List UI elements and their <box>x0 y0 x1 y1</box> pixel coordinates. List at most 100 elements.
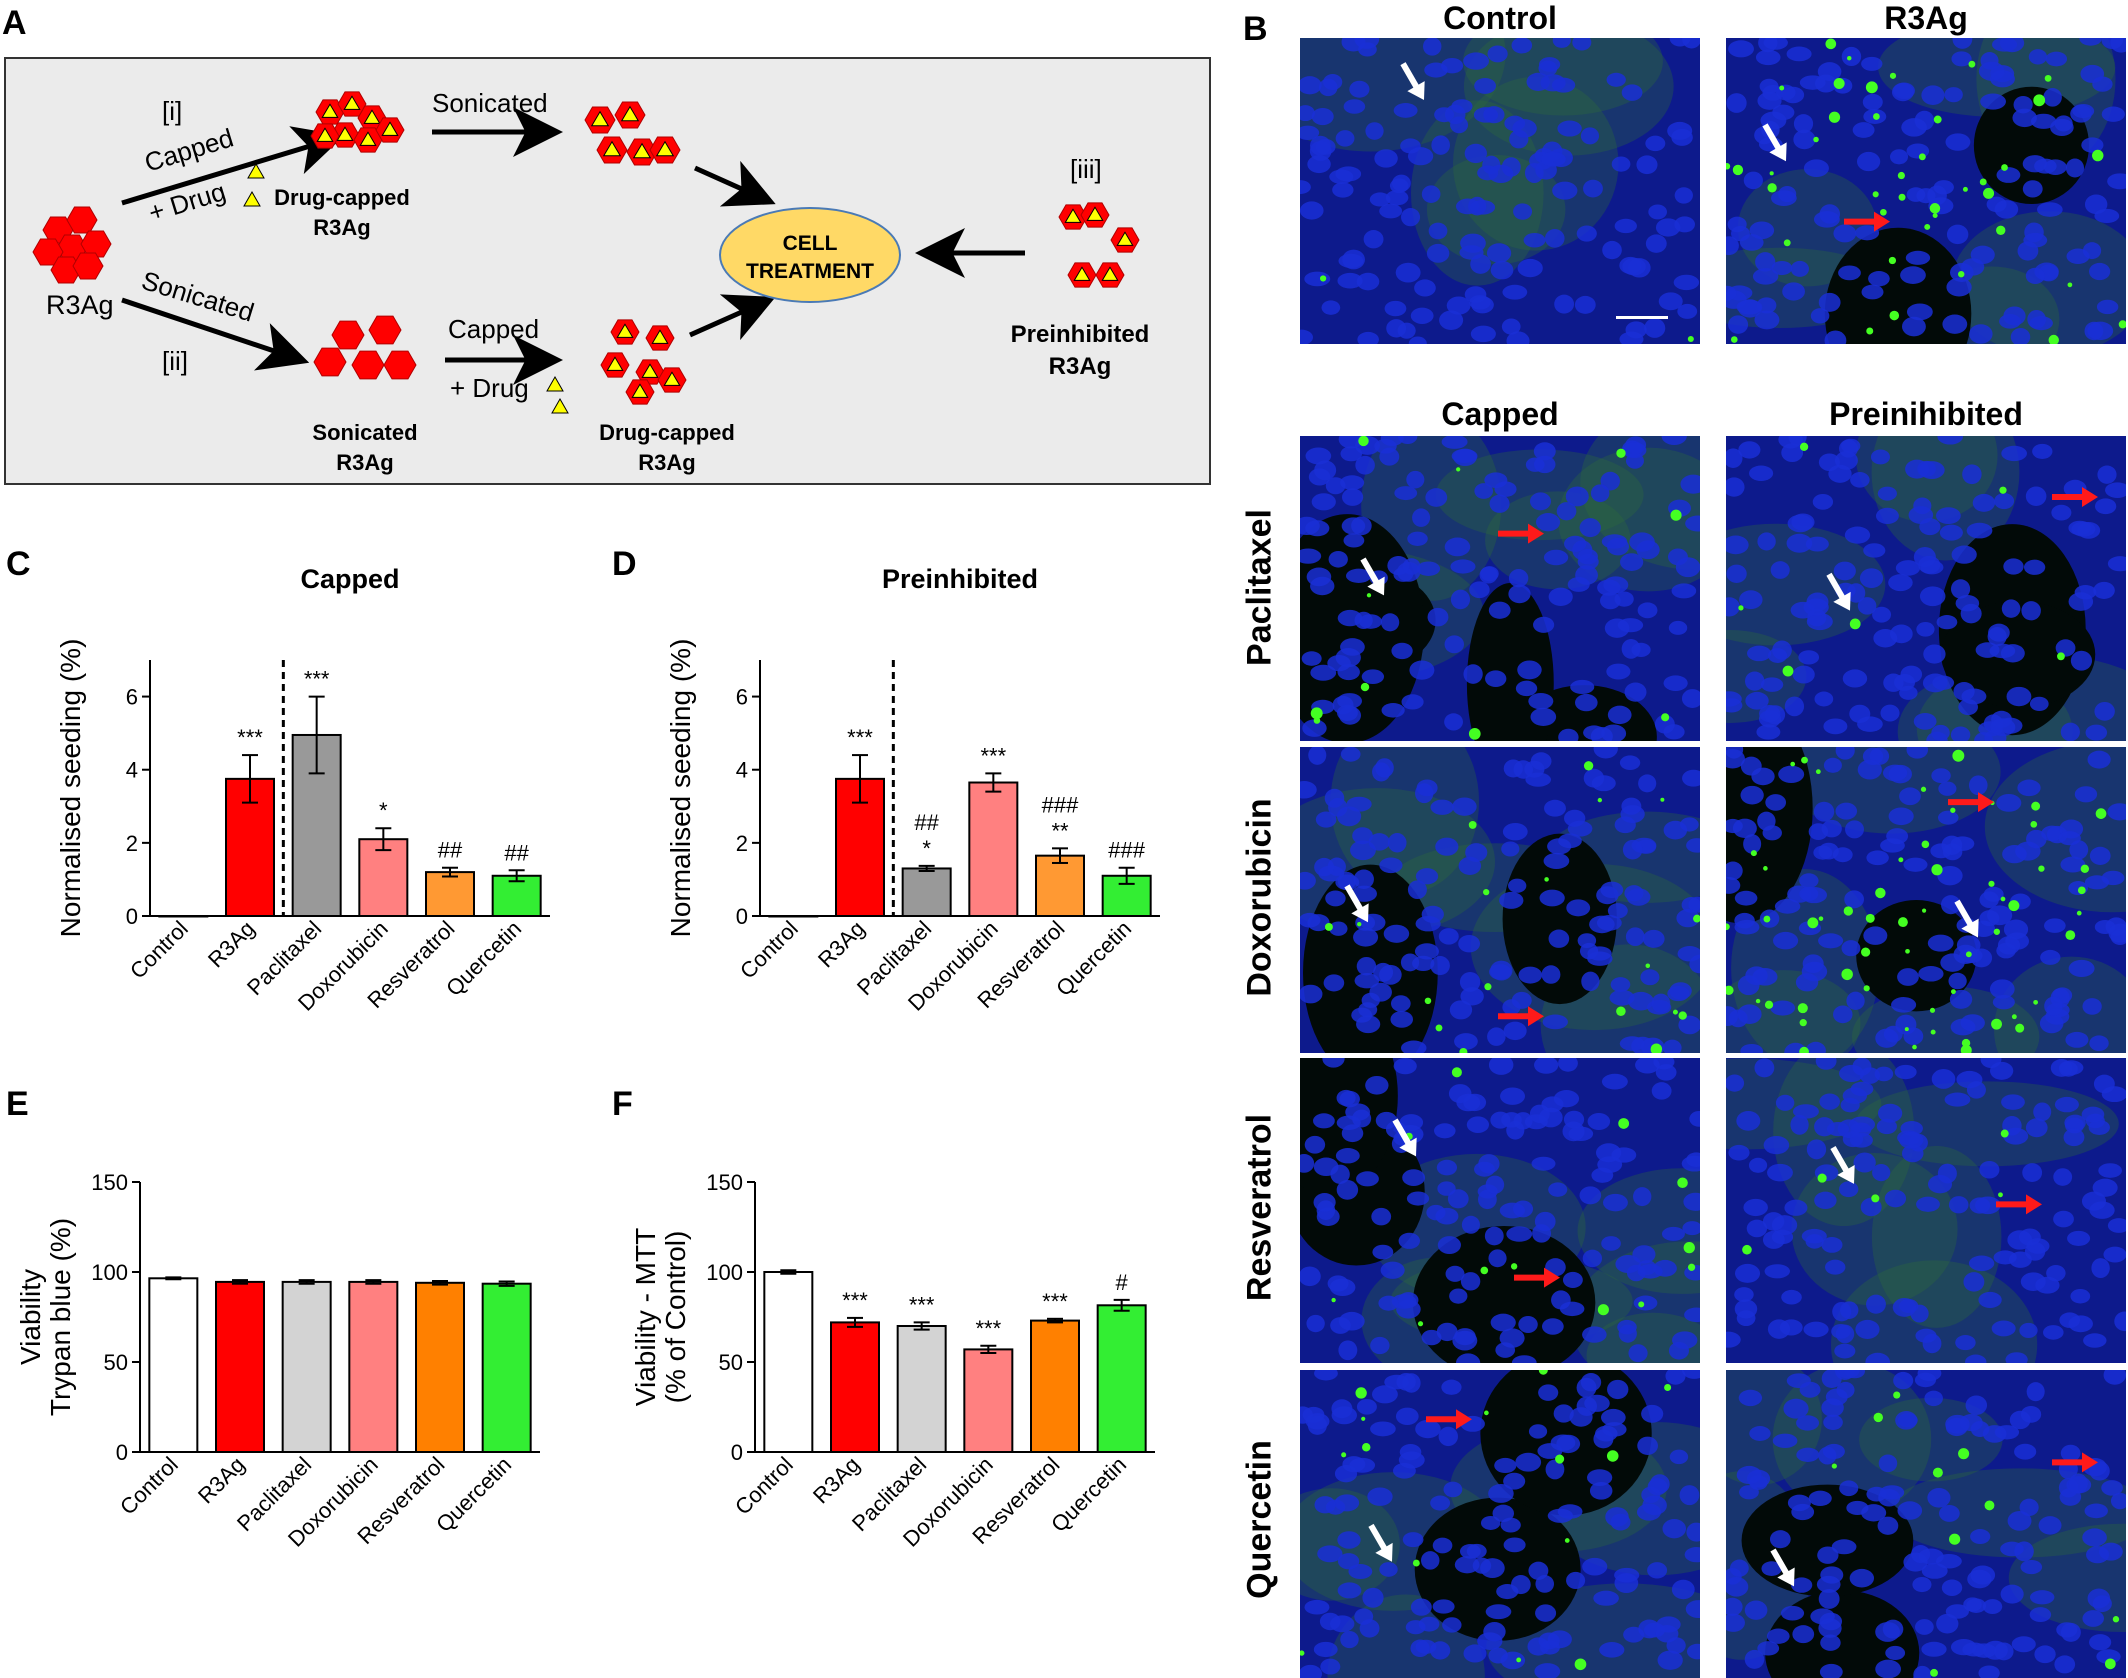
nucleus <box>1897 1501 1923 1520</box>
nucleus <box>2003 919 2029 940</box>
nucleus <box>1734 1299 1758 1319</box>
nucleus <box>2014 1541 2034 1562</box>
nucleus <box>1791 513 1815 531</box>
micrograph-preinhibited-doxorubicin <box>1726 747 2126 1053</box>
nucleus <box>2085 724 2108 741</box>
sonicated-r3ag-line1: Sonicated <box>312 420 417 445</box>
nucleus <box>1726 285 1737 301</box>
drug-triangle <box>1101 266 1119 281</box>
nucleus <box>1300 329 1313 344</box>
nucleus <box>1489 494 1510 513</box>
green-puncta <box>1847 55 1852 61</box>
nucleus <box>1734 1287 1754 1302</box>
bottom-to-treatment-arrow <box>688 294 776 341</box>
nucleus <box>1801 961 1828 982</box>
nucleus <box>1329 921 1348 936</box>
nucleus <box>1671 1579 1695 1600</box>
nucleus <box>1300 125 1320 140</box>
cell-treatment-line1: CELL <box>783 232 838 255</box>
nucleus <box>1331 1399 1353 1419</box>
green-puncta <box>1357 922 1362 927</box>
nucleus <box>1372 762 1391 782</box>
nucleus <box>1327 654 1351 672</box>
nucleus <box>1426 1204 1446 1221</box>
nucleus <box>1631 642 1651 658</box>
nucleus <box>1790 260 1809 277</box>
nucleus <box>1914 110 1935 131</box>
nucleus <box>1576 1377 1597 1398</box>
nucleus <box>1994 200 2019 219</box>
white-arrow-icon <box>1392 1118 1417 1157</box>
nucleus <box>1814 691 1834 707</box>
y-tick-label: 50 <box>104 1350 128 1375</box>
nucleus <box>2054 1655 2076 1674</box>
nucleus <box>1748 1157 1768 1173</box>
drug-triangle <box>1086 206 1104 221</box>
micrograph-capped-resveratrol <box>1300 1058 1700 1363</box>
nucleus <box>1370 1336 1390 1355</box>
nucleus <box>1389 178 1409 194</box>
significance-mark: ** <box>1051 818 1069 843</box>
nucleus <box>1880 704 1900 722</box>
white-arrow-head <box>1367 576 1385 596</box>
nucleus <box>1537 1443 1563 1459</box>
nucleus <box>2044 918 2066 933</box>
nucleus <box>1554 294 1575 314</box>
nucleus <box>1790 1114 1809 1135</box>
green-puncta <box>1983 187 1995 199</box>
nucleus <box>1861 284 1884 300</box>
nucleus <box>1918 965 1944 982</box>
bar-doxorubicin <box>348 1280 399 1453</box>
nucleus <box>1506 1226 1533 1242</box>
green-puncta <box>1726 923 1730 931</box>
green-puncta <box>1618 1118 1630 1129</box>
nucleus <box>1500 1087 1526 1105</box>
nucleus <box>1818 1446 1837 1465</box>
green-puncta <box>1930 1029 1936 1035</box>
nucleus <box>1499 891 1524 909</box>
nucleus <box>2079 38 2102 46</box>
nucleus <box>1655 1625 1679 1643</box>
nucleus <box>1891 997 1917 1013</box>
green-puncta <box>1750 850 1757 857</box>
nucleus <box>1607 1379 1629 1400</box>
nucleus <box>1454 1033 1478 1050</box>
red-arrow-head <box>1874 211 1890 232</box>
schematic-panel: CELL TREATMENT R3Ag [i] [ii] [iii] Cappe… <box>4 57 1211 485</box>
nucleus <box>1622 839 1643 860</box>
nucleus <box>1452 1330 1478 1351</box>
white-arrow-head <box>1777 1567 1795 1587</box>
nucleus <box>1511 1574 1531 1595</box>
nucleus <box>1444 713 1463 731</box>
nucleus <box>1396 1372 1416 1391</box>
nucleus <box>1950 579 1971 599</box>
green-puncta <box>1424 997 1432 1005</box>
red-arrow-icon <box>1844 211 1890 232</box>
nucleus <box>1674 187 1693 204</box>
nucleus <box>1600 471 1620 491</box>
green-puncta <box>1670 509 1682 521</box>
significance-mark: *** <box>304 667 330 692</box>
y-tick-label: 0 <box>126 904 138 929</box>
nucleus <box>1667 121 1693 140</box>
nucleus <box>1393 1058 1417 1075</box>
nucleus <box>1628 991 1654 1011</box>
nucleus <box>1815 1058 1837 1070</box>
red-arrow-head <box>2082 487 2098 507</box>
green-puncta <box>1468 727 1481 740</box>
nucleus <box>1759 704 1781 723</box>
nucleus <box>1553 1404 1574 1423</box>
red-arrow-icon <box>2052 487 2098 507</box>
nucleus <box>1533 616 1555 633</box>
green-puncta <box>1782 665 1794 677</box>
bar-doxorubicin <box>968 781 1019 917</box>
nucleus <box>1786 533 1813 553</box>
green-puncta <box>2000 896 2006 902</box>
nucleus <box>1401 208 1421 227</box>
y-axis-label: Viability <box>15 1269 46 1365</box>
green-puncta <box>1962 186 1968 192</box>
bar-control <box>768 915 819 918</box>
nucleus <box>1621 84 1643 101</box>
drug-triangle <box>641 363 659 378</box>
green-puncta <box>1958 270 1965 278</box>
